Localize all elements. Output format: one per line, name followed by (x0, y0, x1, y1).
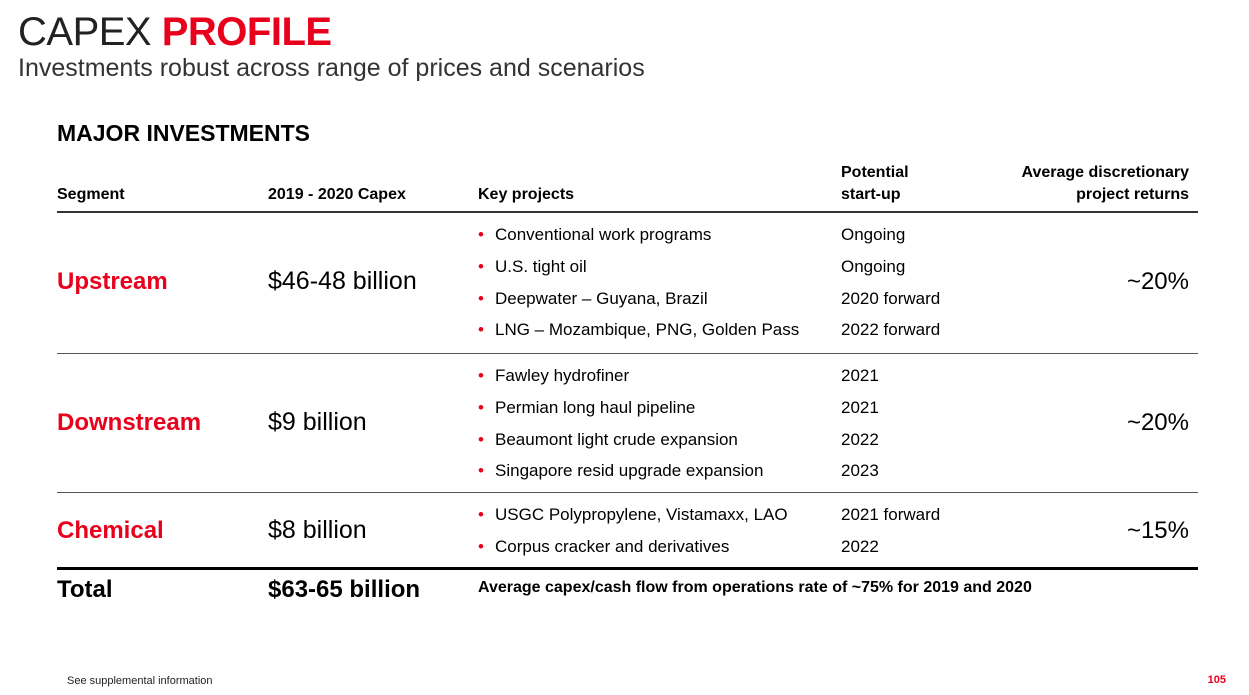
project-name: Singapore resid upgrade expansion (495, 461, 764, 480)
project-name: Deepwater – Guyana, Brazil (495, 289, 708, 308)
header-divider (57, 211, 1198, 213)
bullet-icon: • (478, 398, 484, 417)
col-header-capex: 2019 - 2020 Capex (268, 186, 406, 203)
bullet-icon: • (478, 320, 484, 339)
title-part-1: CAPEX (18, 10, 162, 54)
project-item: • Fawley hydrofiner (478, 366, 629, 386)
row-divider (57, 492, 1198, 493)
total-note: Average capex/cash flow from operations … (478, 579, 1032, 596)
page-subtitle: Investments robust across range of price… (18, 54, 645, 82)
col-header-segment: Segment (57, 186, 125, 203)
bullet-icon: • (478, 430, 484, 449)
bullet-icon: • (478, 461, 484, 480)
page-number: 105 (1207, 674, 1226, 686)
project-startup: 2021 (841, 366, 879, 385)
capex-chemical: $8 billion (268, 516, 367, 544)
capex-downstream: $9 billion (268, 408, 367, 436)
project-item: • U.S. tight oil (478, 257, 587, 277)
project-name: LNG – Mozambique, PNG, Golden Pass (495, 320, 800, 339)
returns-upstream: ~20% (1126, 268, 1189, 295)
title-part-2: PROFILE (161, 10, 332, 54)
total-divider (57, 567, 1198, 570)
total-capex: $63-65 billion (268, 576, 421, 603)
project-item: • Singapore resid upgrade expansion (478, 461, 763, 481)
row-divider (57, 353, 1198, 354)
project-startup: 2020 forward (841, 289, 941, 308)
project-item: • Beaumont light crude expansion (478, 430, 738, 450)
project-name: Beaumont light crude expansion (495, 430, 738, 449)
col-header-startup: Potential start-up (841, 162, 909, 206)
col-header-projects: Key projects (478, 186, 575, 203)
returns-chemical: ~15% (1126, 517, 1189, 544)
project-item: • Permian long haul pipeline (478, 398, 695, 418)
segment-downstream: Downstream (57, 409, 202, 436)
bullet-icon: • (478, 257, 484, 276)
project-startup: 2021 (841, 398, 879, 417)
bullet-icon: • (478, 225, 484, 244)
total-label: Total (57, 576, 113, 603)
project-name: Fawley hydrofiner (495, 366, 630, 385)
bullet-icon: • (478, 289, 484, 308)
project-item: • USGC Polypropylene, Vistamaxx, LAO (478, 505, 788, 525)
bullet-icon: • (478, 537, 484, 556)
segment-upstream: Upstream (57, 268, 168, 295)
col-header-returns-line1: Average discretionary (1021, 164, 1189, 181)
project-startup: 2022 forward (841, 320, 941, 339)
bullet-icon: • (478, 366, 484, 385)
project-startup: 2022 (841, 537, 879, 556)
project-item: • LNG – Mozambique, PNG, Golden Pass (478, 320, 799, 340)
col-header-startup-line2: start-up (841, 186, 901, 203)
project-startup: Ongoing (841, 257, 906, 276)
project-name: Permian long haul pipeline (495, 398, 696, 417)
col-header-startup-line1: Potential (841, 164, 909, 181)
project-name: U.S. tight oil (495, 257, 587, 276)
bullet-icon: • (478, 505, 484, 524)
project-startup: 2023 (841, 461, 879, 480)
capex-upstream: $46-48 billion (268, 267, 417, 295)
project-name: Conventional work programs (495, 225, 712, 244)
col-header-returns: Average discretionary project returns (1022, 162, 1189, 206)
page-title: CAPEX PROFILE (18, 8, 332, 56)
project-item: • Conventional work programs (478, 225, 711, 245)
section-heading: MAJOR INVESTMENTS (57, 120, 311, 146)
segment-chemical: Chemical (57, 517, 164, 544)
returns-downstream: ~20% (1126, 409, 1189, 436)
project-item: • Corpus cracker and derivatives (478, 537, 729, 557)
footer-note: See supplemental information (67, 675, 213, 687)
project-startup: 2021 forward (841, 505, 941, 524)
project-startup: 2022 (841, 430, 879, 449)
project-item: • Deepwater – Guyana, Brazil (478, 289, 708, 309)
project-name: USGC Polypropylene, Vistamaxx, LAO (495, 505, 788, 524)
project-name: Corpus cracker and derivatives (495, 537, 730, 556)
col-header-returns-line2: project returns (1076, 186, 1189, 203)
project-startup: Ongoing (841, 225, 906, 244)
